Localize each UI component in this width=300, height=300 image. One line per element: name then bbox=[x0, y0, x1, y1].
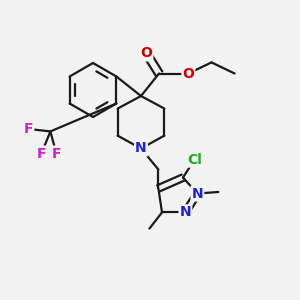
Text: F: F bbox=[24, 122, 33, 136]
Text: N: N bbox=[192, 187, 203, 200]
Text: F: F bbox=[37, 147, 46, 160]
Text: F: F bbox=[52, 147, 61, 160]
Text: Cl: Cl bbox=[187, 153, 202, 166]
Text: N: N bbox=[180, 206, 191, 219]
Text: N: N bbox=[135, 142, 147, 155]
Text: O: O bbox=[140, 46, 152, 60]
Text: O: O bbox=[182, 67, 194, 80]
